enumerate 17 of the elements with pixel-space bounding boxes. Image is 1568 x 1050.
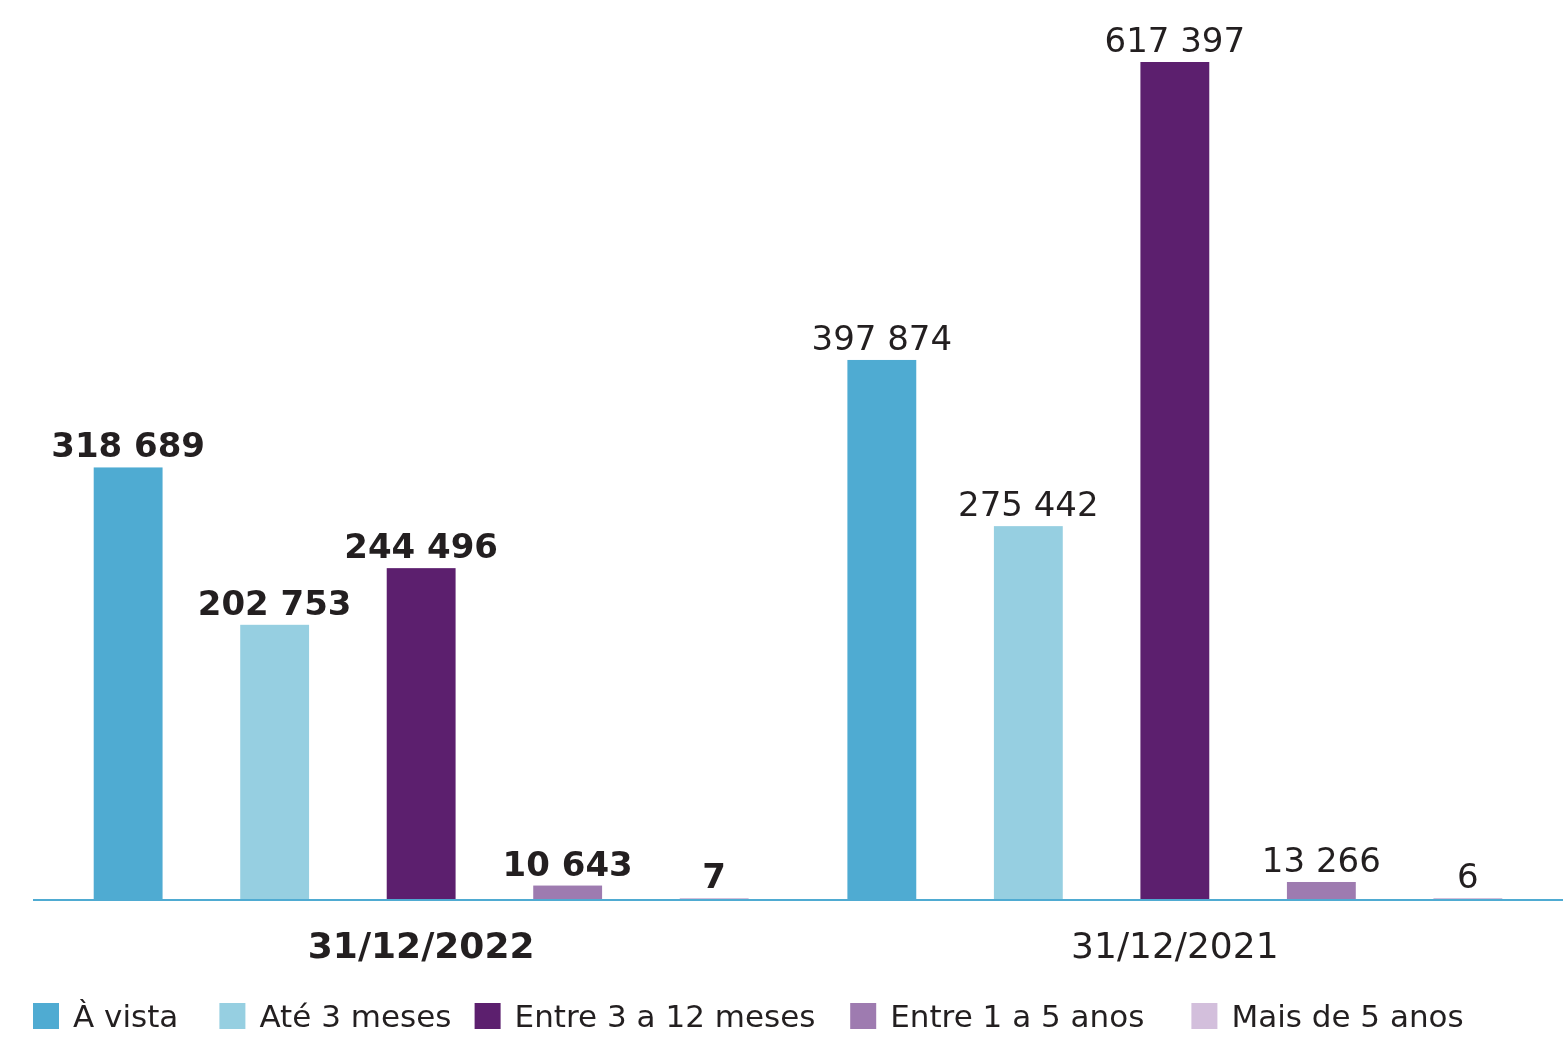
data-label: 617 397 bbox=[1104, 20, 1246, 60]
data-label: 244 496 bbox=[344, 526, 499, 567]
legend-label: Entre 1 a 5 anos bbox=[890, 998, 1145, 1034]
legend-label: À vista bbox=[73, 998, 179, 1034]
legend-label: Mais de 5 anos bbox=[1231, 998, 1464, 1034]
data-label: 202 753 bbox=[197, 582, 352, 623]
data-label: 13 266 bbox=[1261, 839, 1381, 880]
data-label: 397 874 bbox=[811, 317, 953, 358]
x-tick-label: 31/12/2022 bbox=[307, 925, 535, 966]
data-label: 275 442 bbox=[958, 484, 1099, 525]
legend-label: Entre 3 a 12 meses bbox=[514, 998, 816, 1034]
data-label: 10 643 bbox=[502, 843, 633, 884]
legend-label: Até 3 meses bbox=[259, 998, 452, 1034]
data-label: 6 bbox=[1457, 856, 1479, 896]
data-label: 7 bbox=[702, 856, 727, 896]
x-tick-label: 31/12/2021 bbox=[1071, 925, 1279, 966]
data-label: 318 689 bbox=[51, 425, 206, 466]
